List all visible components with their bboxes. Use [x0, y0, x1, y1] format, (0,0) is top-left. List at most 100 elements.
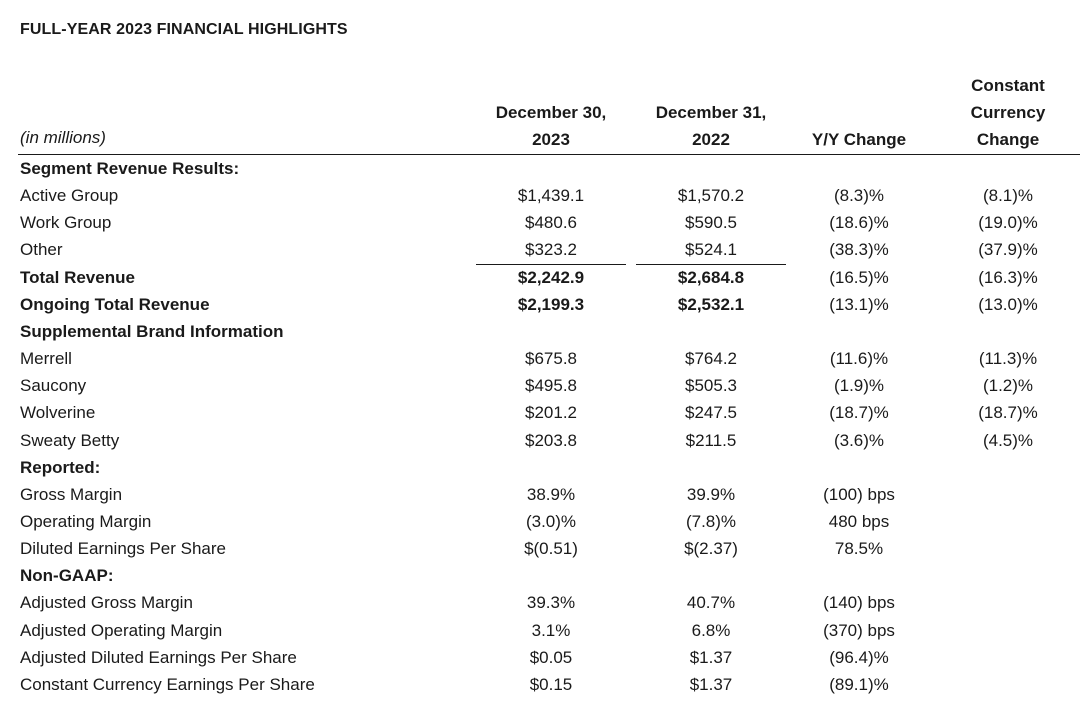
table-row: Operating Margin (3.0)% (7.8)% 480 bps: [0, 508, 1080, 535]
cell-dec-2022: [636, 454, 786, 481]
cell-cc-change: [940, 617, 1076, 644]
cell-dec-2023: [476, 454, 626, 481]
cell-cc-change: [940, 671, 1076, 698]
row-label: Ongoing Total Revenue: [20, 294, 210, 314]
row-label: Adjusted Operating Margin: [20, 620, 223, 640]
header-cc-line3: Change: [976, 130, 1040, 149]
row-label: Total Revenue: [20, 267, 135, 287]
row-label: Work Group: [20, 213, 112, 233]
row-label: Other: [20, 240, 63, 260]
table-row: Adjusted Gross Margin 39.3% 40.7% (140) bps: [0, 589, 1080, 616]
table-row: Merrell $675.8 $764.2 (11.6)% (11.3)%: [0, 345, 1080, 372]
header-constant-currency: Constant Currency Change: [940, 72, 1076, 153]
cell-yy-change: (18.6)%: [829, 213, 889, 233]
cell-dec-2023: 39.3%: [526, 593, 576, 613]
header-yy-change: Y/Y Change: [786, 126, 932, 153]
table-row: Constant Currency Earnings Per Share $0.1…: [0, 671, 1080, 698]
cell-yy-change: (38.3)%: [829, 240, 889, 260]
cell-dec-2022: [636, 562, 786, 589]
cell-yy-change: (140) bps: [823, 593, 895, 613]
cell-dec-2022: $1.37: [689, 647, 733, 667]
row-label: Active Group: [20, 186, 119, 206]
cell-dec-2022: [636, 318, 786, 345]
cell-yy-change: 480 bps: [828, 511, 890, 531]
cell-yy-change: [786, 318, 932, 345]
cell-cc-change: [940, 155, 1076, 182]
cell-cc-change: (16.3)%: [978, 267, 1038, 287]
cell-yy-change: [786, 562, 932, 589]
cell-cc-change: (19.0)%: [978, 213, 1038, 233]
cell-yy-change: (8.3)%: [833, 186, 885, 206]
header-dec-2023: December 30, 2023: [476, 99, 626, 153]
row-label: Gross Margin: [20, 484, 123, 504]
cell-dec-2023: $675.8: [525, 349, 577, 369]
cell-dec-2023: $323.2: [525, 240, 577, 260]
cell-cc-change: (1.2)%: [982, 376, 1034, 396]
cell-cc-change: [940, 508, 1076, 535]
cell-yy-change: (16.5)%: [829, 267, 889, 287]
cell-dec-2023: $1,439.1: [517, 186, 585, 206]
cell-cc-change: (8.1)%: [982, 186, 1034, 206]
table-row: Gross Margin 38.9% 39.9% (100) bps: [0, 481, 1080, 508]
cell-dec-2023: $2,199.3: [517, 294, 585, 314]
cell-dec-2023: [476, 155, 626, 182]
cell-yy-change: (1.9)%: [833, 376, 885, 396]
cell-dec-2022: $505.3: [685, 376, 737, 396]
header-rule: [18, 154, 1080, 155]
cell-cc-change: (4.5)%: [982, 430, 1034, 450]
cell-yy-change: (96.4)%: [829, 647, 889, 667]
row-label: Non-GAAP:: [20, 566, 114, 586]
row-label: Constant Currency Earnings Per Share: [20, 674, 315, 694]
cell-dec-2023: (3.0)%: [525, 511, 577, 531]
cell-yy-change: [786, 454, 932, 481]
row-label: Adjusted Gross Margin: [20, 593, 193, 613]
cell-cc-change: [940, 589, 1076, 616]
header-dec-2022-line2: 2022: [692, 130, 730, 149]
page-title: FULL-YEAR 2023 FINANCIAL HIGHLIGHTS: [20, 21, 348, 38]
cell-cc-change: (18.7)%: [978, 403, 1038, 423]
table-row: Active Group $1,439.1 $1,570.2 (8.3)% (8.1)%: [0, 182, 1080, 209]
header-yy-change-line1: Y/Y Change: [811, 130, 907, 149]
table-row: Total Revenue $2,242.9 $2,684.8 (16.5)% (16.…: [0, 264, 1080, 291]
table-row: Segment Revenue Results:: [0, 155, 1080, 182]
table-row: Adjusted Diluted Earnings Per Share $0.05…: [0, 644, 1080, 671]
cell-dec-2023: [476, 318, 626, 345]
cell-yy-change: (100) bps: [823, 484, 895, 504]
table-row: Adjusted Operating Margin 3.1% 6.8% (370) b…: [0, 617, 1080, 644]
cell-dec-2022: 6.8%: [691, 620, 731, 640]
cell-dec-2022: $1,570.2: [677, 186, 745, 206]
cell-dec-2023: $0.05: [529, 647, 573, 667]
subtotal-rule-2022: [636, 264, 786, 265]
cell-cc-change: [940, 562, 1076, 589]
cell-dec-2022: $524.1: [685, 240, 737, 260]
cell-dec-2023: $480.6: [525, 213, 577, 233]
cell-dec-2023: $201.2: [525, 403, 577, 423]
cell-dec-2022: $211.5: [685, 430, 737, 450]
cell-cc-change: (37.9)%: [978, 240, 1038, 260]
header-dec-2023-line1: December 30,: [495, 103, 607, 122]
row-label: Adjusted Diluted Earnings Per Share: [20, 647, 297, 667]
cell-dec-2023: 38.9%: [526, 484, 576, 504]
cell-cc-change: [940, 644, 1076, 671]
cell-cc-change: [940, 535, 1076, 562]
cell-yy-change: (89.1)%: [829, 674, 889, 694]
cell-yy-change: [786, 155, 932, 182]
cell-dec-2022: $1.37: [689, 674, 733, 694]
cell-yy-change: (11.6)%: [829, 349, 889, 369]
cell-dec-2022: $590.5: [685, 213, 737, 233]
table-row: Wolverine $201.2 $247.5 (18.7)% (18.7)%: [0, 399, 1080, 426]
table-row: Other $323.2 $524.1 (38.3)% (37.9)%: [0, 236, 1080, 263]
table-row: Supplemental Brand Information: [0, 318, 1080, 345]
cell-dec-2023: $2,242.9: [517, 267, 585, 287]
row-label: Diluted Earnings Per Share: [20, 539, 227, 559]
cell-dec-2022: $247.5: [685, 403, 737, 423]
cell-dec-2023: $0.15: [529, 674, 573, 694]
table-row: Reported:: [0, 454, 1080, 481]
table-row: Ongoing Total Revenue $2,199.3 $2,532.1 (13…: [0, 291, 1080, 318]
cell-cc-change: (13.0)%: [978, 294, 1038, 314]
cell-dec-2023: $(0.51): [524, 539, 578, 559]
header-dec-2022-line1: December 31,: [655, 103, 767, 122]
cell-cc-change: [940, 454, 1076, 481]
header-dec-2023-line2: 2023: [532, 130, 570, 149]
subtotal-rule-2023: [476, 264, 626, 265]
